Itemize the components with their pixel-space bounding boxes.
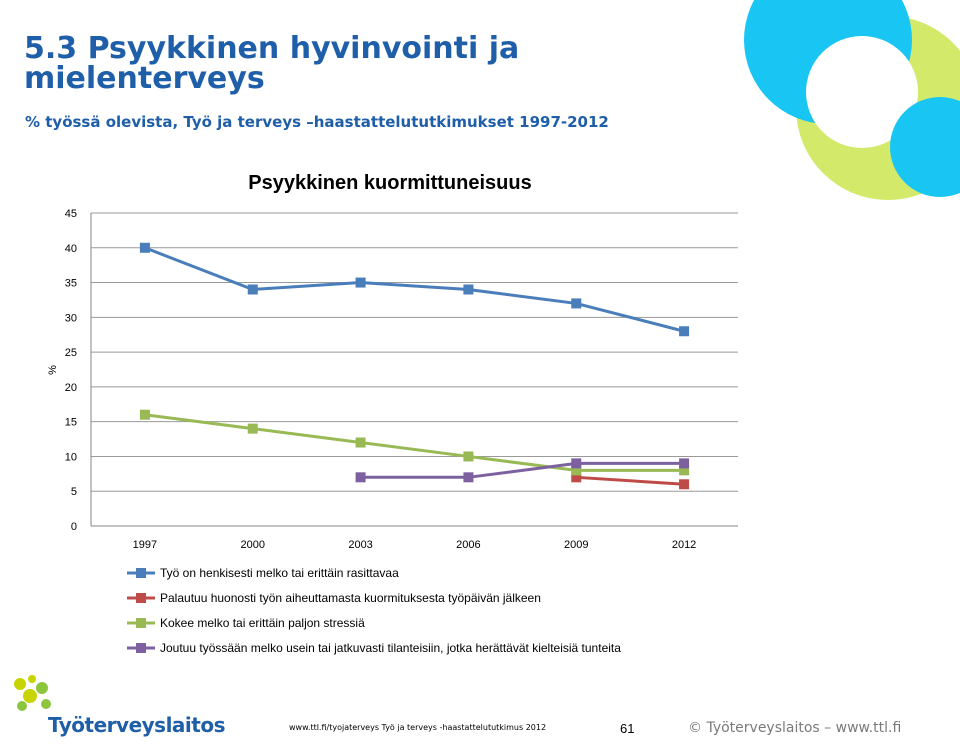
legend-label: Palautuu huonosti työn aiheuttamasta kuo… [160,591,541,605]
y-tick-label: 40 [65,243,77,255]
series-line-4 [360,461,685,479]
x-tick-label: 1997 [133,539,157,551]
slide-title: 5.3 Psyykkinen hyvinvointi ja mielenterv… [24,31,520,96]
data-point [139,409,150,420]
legend-label: Joutuu työssään melko usein tai jatkuvas… [160,641,621,655]
y-tick-labels: 0 5 10 15 20 25 30 35 40 45 [65,208,77,533]
y-tick-label: 35 [65,278,77,290]
data-point [463,284,474,295]
legend-swatch [127,618,155,628]
legend-swatch [127,568,155,578]
legend-swatch [127,593,155,603]
y-axis-label: % [47,365,59,375]
page-number: 61 [620,721,635,736]
copyright-text: © Työterveyslaitos – www.ttl.fi [688,720,902,736]
y-tick-label: 0 [71,521,77,533]
data-point [679,465,690,476]
data-point [571,472,582,483]
series-line-2 [576,475,685,486]
series-lines [139,242,690,490]
y-tick-label: 25 [65,347,77,359]
deco-cyan-circle-small [890,97,960,197]
data-point [355,472,366,483]
x-tick-label: 2012 [672,539,696,551]
y-tick-label: 15 [65,417,77,429]
line-chart: Psyykkinen kuormittuneisuus % 0 5 10 15 20 25… [47,172,738,551]
gridlines [90,212,738,527]
data-point [679,326,690,337]
data-point [139,242,150,253]
x-tick-label: 2003 [348,539,372,551]
x-tick-label: 2000 [241,539,265,551]
data-point [679,458,690,469]
data-point [463,451,474,462]
series-line-3 [144,413,685,472]
x-tick-labels: 1997 2000 2003 2006 2009 2012 [133,539,697,551]
data-point [571,298,582,309]
y-tick-label: 5 [71,486,77,498]
deco-white-circle [806,36,918,148]
data-point [247,284,258,295]
y-tick-label: 20 [65,382,77,394]
logo-icon [14,675,51,711]
y-tick-label: 10 [65,451,77,463]
series-line-1 [144,246,685,333]
slide-subtitle: % työssä olevista, Työ ja terveys –haast… [25,113,609,131]
legend-label: Kokee melko tai erittäin paljon stressiä [160,616,365,630]
legend-label: Työ on henkisesti melko tai erittäin ras… [160,566,399,580]
data-point [247,423,258,434]
chart-title: Psyykkinen kuormittuneisuus [248,172,531,194]
data-point [355,277,366,288]
y-tick-label: 30 [65,312,77,324]
footer-source: www.ttl.fi/tyojaterveys Työ ja terveys -… [289,723,547,732]
data-point [679,479,690,490]
legend-swatch [127,643,155,653]
data-point [571,458,582,469]
y-tick-label: 45 [65,208,77,220]
x-tick-label: 2006 [456,539,480,551]
data-point [355,437,366,448]
logo-wordmark: Työterveyslaitos [48,713,226,737]
x-tick-label: 2009 [564,539,588,551]
data-point [463,472,474,483]
data-point [571,465,582,476]
